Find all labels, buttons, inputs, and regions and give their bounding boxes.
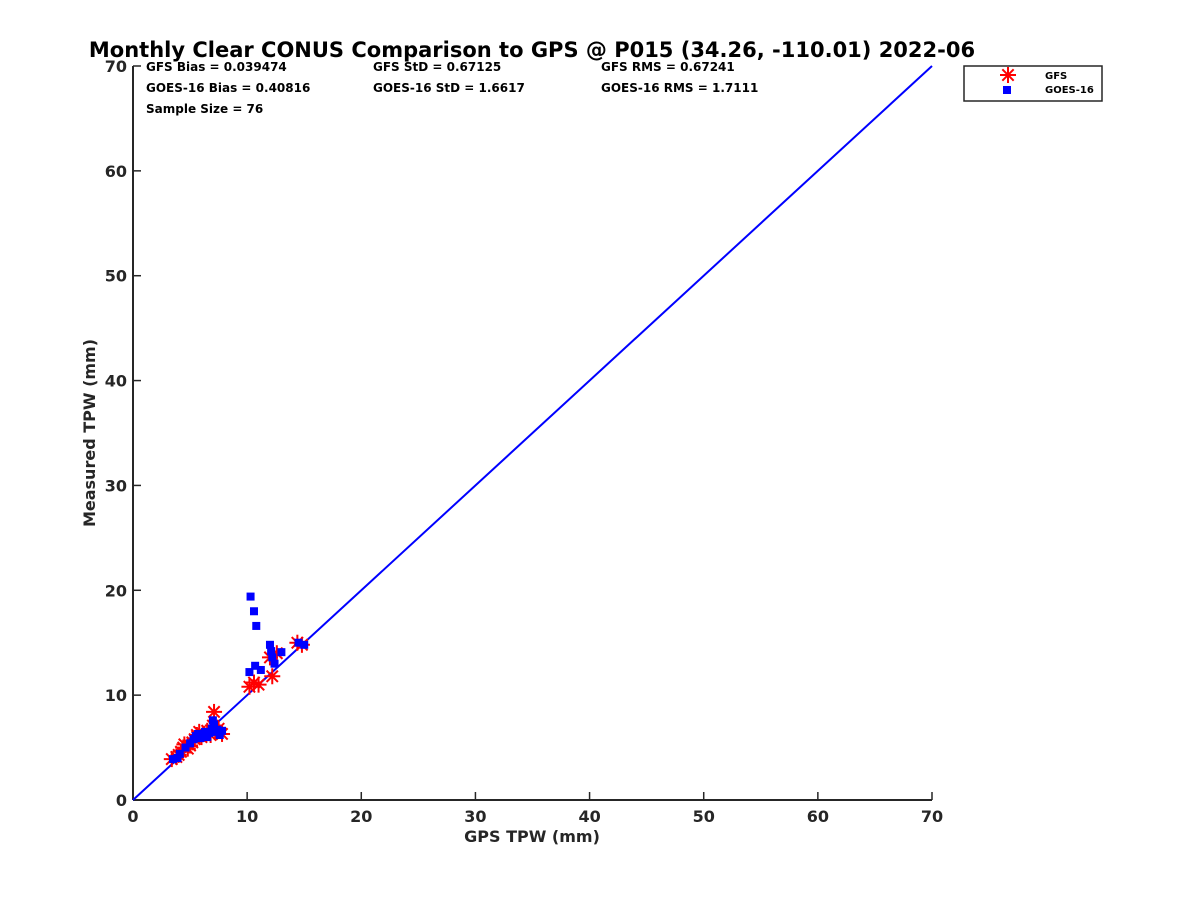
goes-16-point bbox=[205, 728, 214, 737]
legend-box bbox=[963, 65, 1103, 102]
chart-title: Monthly Clear CONUS Comparison to GPS @ … bbox=[89, 38, 975, 62]
legend-square-icon bbox=[1003, 86, 1011, 94]
goes-16-point bbox=[194, 729, 203, 738]
legend-goes-marker bbox=[1003, 86, 1011, 94]
legend-asterisk-icon bbox=[1000, 67, 1016, 83]
x-tick-label: 30 bbox=[464, 807, 486, 826]
legend-goes-label: GOES-16 bbox=[1045, 85, 1094, 96]
goes-16-point bbox=[267, 647, 276, 656]
x-tick-label: 0 bbox=[127, 807, 138, 826]
goes-16-point bbox=[268, 653, 277, 662]
one-to-one-line bbox=[132, 65, 933, 801]
x-axis-ticks: 0 10 20 30 40 50 60 70 bbox=[127, 792, 943, 826]
axes bbox=[132, 66, 932, 801]
x-tick-label: 60 bbox=[807, 807, 829, 826]
asterisk-stroke bbox=[252, 678, 265, 692]
goes-16-point bbox=[270, 659, 279, 668]
x-tick-label: 10 bbox=[236, 807, 258, 826]
asterisk-stroke bbox=[265, 669, 279, 683]
asterisk-stroke bbox=[1001, 68, 1015, 82]
stats-block: GFS Bias = 0.039474 GFS StD = 0.67125 GF… bbox=[146, 60, 758, 116]
goes-bias-stat: GOES-16 Bias = 0.40816 bbox=[146, 81, 310, 95]
goes-16-point bbox=[294, 638, 303, 647]
x-tick-label: 40 bbox=[578, 807, 600, 826]
goes-16-series bbox=[168, 592, 309, 764]
goes-16-point bbox=[203, 733, 212, 742]
y-tick-label: 0 bbox=[116, 791, 127, 810]
y-tick-label: 40 bbox=[105, 372, 127, 391]
legend: GFS GOES-16 bbox=[963, 65, 1103, 102]
goes-16-point bbox=[300, 640, 309, 649]
goes-16-point bbox=[208, 716, 217, 725]
y-tick-label: 30 bbox=[105, 476, 127, 495]
reference-line bbox=[132, 65, 933, 801]
data-points bbox=[163, 592, 310, 768]
goes-rms-stat: GOES-16 RMS = 1.7111 bbox=[601, 81, 758, 95]
x-axis-label: GPS TPW (mm) bbox=[464, 827, 600, 846]
y-tick-label: 60 bbox=[105, 162, 127, 181]
y-axis-label: Measured TPW (mm) bbox=[80, 339, 99, 527]
legend-gfs-marker bbox=[1000, 67, 1016, 83]
goes-16-point bbox=[256, 665, 265, 674]
gfs-std-stat: GFS StD = 0.67125 bbox=[373, 60, 501, 74]
x-tick-label: 70 bbox=[921, 807, 943, 826]
gfs-point bbox=[264, 668, 281, 685]
goes-16-point bbox=[246, 592, 255, 601]
goes-16-point bbox=[215, 730, 224, 739]
y-tick-label: 20 bbox=[105, 581, 127, 600]
gfs-bias-stat: GFS Bias = 0.039474 bbox=[146, 60, 287, 74]
y-tick-label: 10 bbox=[105, 686, 127, 705]
goes-16-point bbox=[173, 754, 182, 763]
x-tick-label: 50 bbox=[693, 807, 715, 826]
goes-16-point bbox=[181, 743, 190, 752]
goes-std-stat: GOES-16 StD = 1.6617 bbox=[373, 81, 525, 95]
goes-16-point bbox=[252, 621, 261, 630]
sample-size-stat: Sample Size = 76 bbox=[146, 102, 263, 116]
gfs-point bbox=[250, 676, 267, 693]
y-tick-label: 50 bbox=[105, 267, 127, 286]
goes-16-point bbox=[218, 726, 227, 735]
asterisk-stroke bbox=[207, 705, 221, 719]
y-axis-ticks: 0 10 20 30 40 50 60 70 bbox=[105, 57, 141, 810]
goes-16-point bbox=[168, 755, 177, 764]
goes-16-point bbox=[245, 668, 254, 677]
legend-gfs-label: GFS bbox=[1045, 71, 1067, 82]
goes-16-point bbox=[200, 727, 209, 736]
x-tick-label: 20 bbox=[350, 807, 372, 826]
goes-16-point bbox=[175, 749, 184, 758]
goes-16-point bbox=[213, 725, 222, 734]
goes-16-point bbox=[265, 640, 274, 649]
gfs-rms-stat: GFS RMS = 0.67241 bbox=[601, 60, 735, 74]
y-tick-label: 70 bbox=[105, 57, 127, 76]
goes-16-point bbox=[249, 607, 258, 616]
goes-16-point bbox=[277, 648, 286, 657]
goes-16-point bbox=[186, 739, 195, 748]
goes-16-point bbox=[251, 661, 260, 670]
goes-16-point bbox=[210, 720, 219, 729]
